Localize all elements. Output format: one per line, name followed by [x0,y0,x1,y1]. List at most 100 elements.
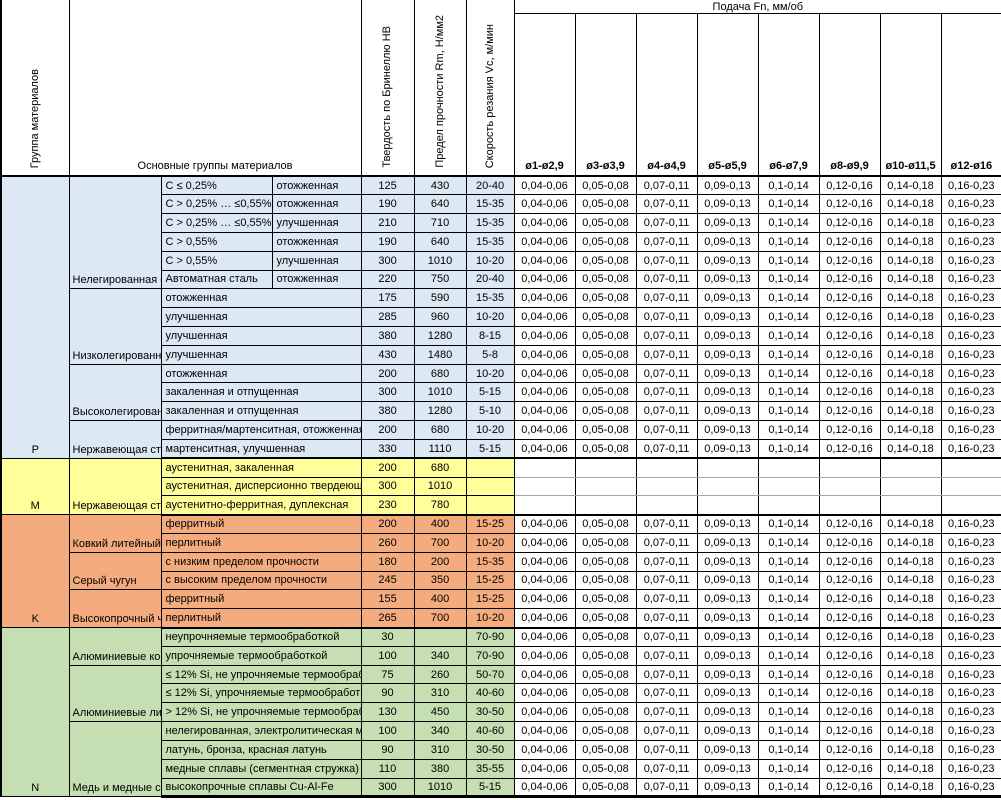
vc-value: 5-8 [465,344,515,365]
vc-value: 20-40 [465,269,515,290]
feed-value: 0,09-0,13 [696,326,759,346]
vc-value: 15-25 [465,514,515,534]
diameter-header-row: ø1-ø2,9 ø3-ø3,9 ø4-ø4,9 ø5-ø5,9 ø6-ø7,9 … [1,13,1001,177]
feed-value: 0,1-0,14 [757,551,820,572]
feed-value: 0,05-0,08 [574,344,637,365]
feed-value: 0,07-0,11 [635,702,698,723]
feed-value: 0,14-0,18 [879,175,942,196]
material-spec: аустенитно-ферритная, дуплексная [160,495,362,516]
feed-value: 0,1-0,14 [757,288,820,309]
hb-value: 430 [360,344,415,365]
vc-value [465,495,515,516]
feed-value: 0,07-0,11 [635,514,698,534]
feed-value: 0,16-0,23 [940,194,1001,215]
feed-value: 0,04-0,06 [513,250,576,271]
feed-value: 0,04-0,06 [513,401,576,422]
hb-value: 90 [360,683,415,704]
material-row: перлитный 265 700 10-20 0,04-0,06 0,05-0,08 0,… [1,608,1001,629]
feed-value: 0,09-0,13 [696,589,759,610]
feed-value: 0,16-0,23 [940,664,1001,685]
cutting-speed-column-header-cell: Скорость резания Vc, м/мин [465,0,515,177]
feed-value: 0,1-0,14 [757,532,820,553]
rm-value: 200 [413,551,467,572]
material-group-label: Высоколегированная сталь [68,363,162,422]
feed-value: 0,05-0,08 [574,363,637,384]
material-row: с высоким пределом прочности 245 350 15-25 0… [1,570,1001,591]
hb-value: 155 [360,589,415,610]
feed-value: 0,04-0,06 [513,175,576,196]
material-row: улучшенная 285 960 10-20 0,04-0,06 0,05-0,08 0… [1,307,1001,327]
feed-value: 0,16-0,23 [940,683,1001,704]
vc-value: 15-35 [465,288,515,309]
feed-value: 0,12-0,16 [818,288,881,309]
feed-value: 0,05-0,08 [574,532,637,553]
material-row: Серый чугун с низким пределом прочности 18… [1,551,1001,591]
hb-value: 90 [360,739,415,760]
feed-value: 0,05-0,08 [574,231,637,252]
feed-value: 0,07-0,11 [635,175,698,196]
group-letter-M: M [0,457,70,516]
feed-value: 0,05-0,08 [574,758,637,779]
vc-value: 15-25 [465,589,515,610]
feed-value: 0,07-0,11 [635,645,698,666]
feed-value: 0,12-0,16 [818,401,881,422]
rm-value: 430 [413,175,467,196]
feed-value: 0,16-0,23 [940,175,1001,196]
feed-value: 0,07-0,11 [635,551,698,572]
vc-value: 70-90 [465,627,515,647]
feed-value: 0,16-0,23 [940,627,1001,647]
vc-value: 20-40 [465,175,515,196]
feed-value: 0,09-0,13 [696,344,759,365]
feed-value: 0,09-0,13 [696,570,759,591]
feed-value: 0,09-0,13 [696,420,759,440]
rm-value: 400 [413,589,467,610]
feed-value: 0,07-0,11 [635,382,698,403]
feed-value: 0,1-0,14 [757,269,820,290]
feed-value: 0,09-0,13 [696,175,759,196]
rm-value: 640 [413,231,467,252]
rm-value: 400 [413,514,467,534]
material-row: улучшенная 430 1480 5-8 0,04-0,06 0,05-0,08 0,… [1,344,1001,365]
feed-value: 0,16-0,23 [940,739,1001,760]
hb-value: 125 [360,175,415,196]
feed-value: 0,16-0,23 [940,532,1001,553]
feed-value: 0,16-0,23 [940,307,1001,327]
feed-value: 0,16-0,23 [940,382,1001,403]
feed-value: 0,12-0,16 [818,608,881,629]
feed-value: 0,12-0,16 [818,344,881,365]
feed-value: 0,1-0,14 [757,382,820,403]
feed-value: 0,14-0,18 [879,420,942,440]
feed-value: 0,05-0,08 [574,739,637,760]
feed-value: 0,12-0,16 [818,326,881,346]
feed-value-empty [818,476,881,497]
feed-value: 0,07-0,11 [635,231,698,252]
feed-value: 0,07-0,11 [635,194,698,215]
hb-value: 300 [360,777,415,799]
feed-value: 0,12-0,16 [818,551,881,572]
hb-value: 200 [360,420,415,440]
feed-value: 0,07-0,11 [635,326,698,346]
material-group-label: Медь и медные сплавы [68,721,162,798]
feed-value: 0,16-0,23 [940,721,1001,741]
material-row: Нержавеющая стальферритная/мартенситная,… [1,420,1001,459]
material-group-label: Низколегированная сталь [68,288,162,365]
feed-value: 0,09-0,13 [696,250,759,271]
rm-value: 1280 [413,326,467,346]
feed-value: 0,1-0,14 [757,702,820,723]
material-spec: > 12% Si, не упрочняемые термообработкой [160,702,362,723]
feed-value: 0,16-0,23 [940,344,1001,365]
feed-value: 0,12-0,16 [818,702,881,723]
feed-value-empty [574,457,637,478]
hb-value: 130 [360,702,415,723]
feed-value: 0,07-0,11 [635,307,698,327]
vc-value: 10-20 [465,532,515,553]
feed-value: 0,16-0,23 [940,288,1001,309]
feed-value: 0,12-0,16 [818,269,881,290]
hb-value: 265 [360,608,415,629]
feed-value: 0,07-0,11 [635,608,698,629]
feed-value: 0,1-0,14 [757,231,820,252]
feed-value-empty [818,457,881,478]
rm-value: 700 [413,532,467,553]
material-row: C > 0,25% … ≤0,55% улучшенная 210 710 15-35 0… [1,213,1001,233]
feed-value: 0,1-0,14 [757,401,820,422]
